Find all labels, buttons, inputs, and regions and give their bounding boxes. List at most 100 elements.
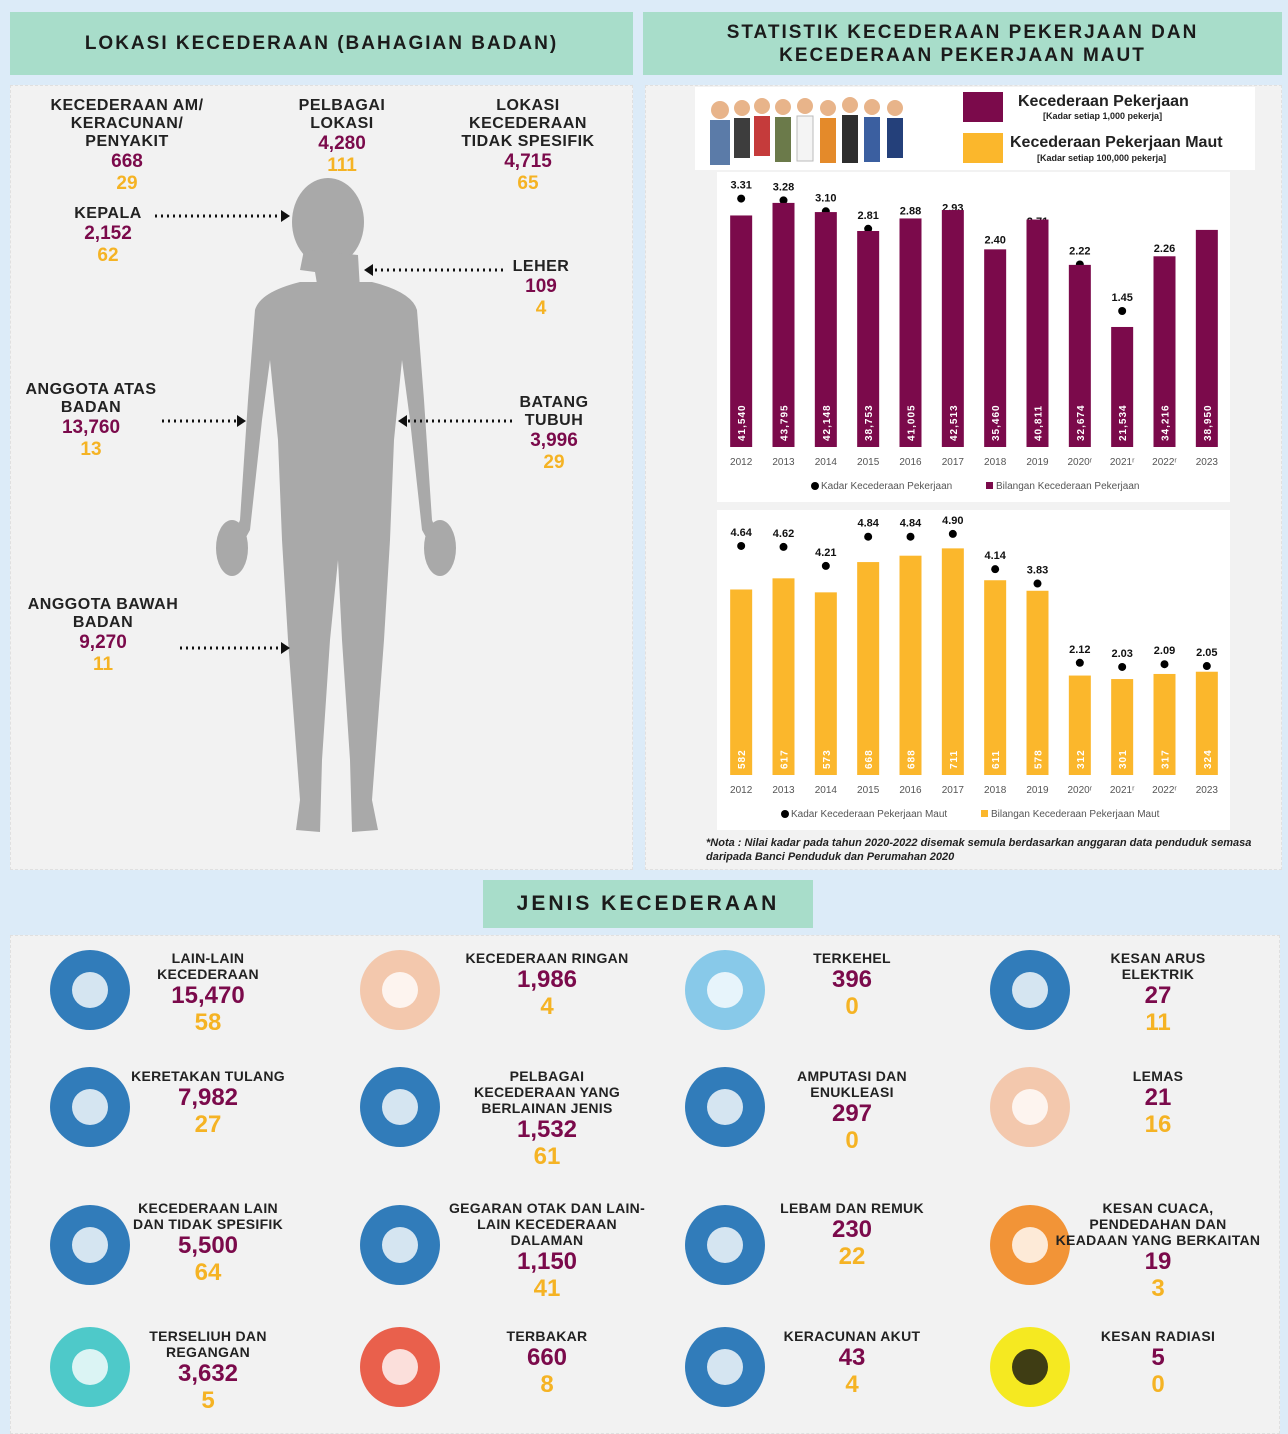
pointer-heads <box>237 210 407 654</box>
body-figure <box>155 178 512 832</box>
injury-type: GEGARAN OTAK DAN LAIN-LAIN KECEDERAAN DA… <box>442 1200 652 1302</box>
rate-dot <box>906 532 915 541</box>
injury-count: 297 <box>831 1100 873 1127</box>
rate-dot <box>1118 662 1127 671</box>
bar <box>984 580 1007 775</box>
x-tick-label: 2020ʳ <box>1068 785 1093 796</box>
bar <box>857 230 880 447</box>
body-location: ANGGOTA ATAS BADAN 13,760 13 <box>21 381 161 461</box>
rate-label: 2.88 <box>900 206 921 218</box>
injury-count: 3,632 <box>177 1360 239 1387</box>
type-label: KECEDERAAN RINGAN <box>465 950 629 966</box>
rate-dot <box>1118 307 1127 315</box>
workers-illustration <box>710 97 903 165</box>
death-count: 5 <box>201 1387 215 1414</box>
x-tick-label: 2014 <box>815 457 838 468</box>
type-label: TERBAKAR <box>506 1328 588 1344</box>
body-location: PELBAGAI LOKASI 4,280 111 <box>287 97 397 177</box>
injury-type: LAIN-LAIN KECEDERAAN 15,470 58 <box>123 950 293 1036</box>
injury-count: 9,270 <box>79 632 127 653</box>
bar-label: 573 <box>822 749 833 769</box>
body-location: LEHER 109 4 <box>496 258 586 320</box>
injury-count: 3,996 <box>530 430 578 451</box>
chart-frame <box>717 172 1230 502</box>
rate-label: 2.22 <box>1069 245 1090 257</box>
injury-type: KECEDERAAN RINGAN 1,986 4 <box>462 950 632 1020</box>
bar-label: 38,753 <box>864 404 875 441</box>
bar-label: 688 <box>907 749 918 769</box>
bar-label: 324 <box>1203 749 1214 769</box>
bar <box>772 202 795 447</box>
rate-label: 2.40 <box>984 235 1005 247</box>
stats-title: STATISTIK KECEDERAAN PEKERJAAN DAN KECED… <box>726 21 1199 66</box>
legend-label: Kadar Kecederaan Pekerjaan Maut <box>791 809 947 820</box>
location-label: ANGGOTA ATAS BADAN <box>25 381 157 416</box>
location-label: PELBAGAI LOKASI <box>298 97 386 132</box>
type-icon-detail <box>1012 972 1048 1008</box>
injury-type: KECEDERAAN LAIN DAN TIDAK SPESIFIK 5,500 6… <box>123 1200 293 1286</box>
injury-count: 2,152 <box>84 223 132 244</box>
injury-count: 109 <box>525 276 557 297</box>
injury-count: 15,470 <box>171 982 245 1009</box>
injury-count: 5 <box>1151 1344 1165 1371</box>
body-location: ANGGOTA BAWAH BADAN 9,270 11 <box>18 596 188 676</box>
death-count: 0 <box>845 993 859 1020</box>
rate-label: 2.03 <box>1111 648 1132 660</box>
bar <box>1026 219 1049 447</box>
injury-type: TERBAKAR 660 8 <box>462 1328 632 1398</box>
bar <box>814 592 837 775</box>
bar-label: 43,795 <box>780 404 791 441</box>
rate-dot <box>821 561 830 570</box>
bar <box>941 210 964 447</box>
death-count: 22 <box>838 1243 866 1270</box>
rate-label: 4.84 <box>900 518 922 530</box>
type-icon-detail <box>72 1227 108 1263</box>
type-icon-detail <box>382 1227 418 1263</box>
legend-sublabel: [Kadar setiap 1,000 pekerja] <box>1043 111 1162 121</box>
death-count: 62 <box>97 245 119 266</box>
death-count: 4 <box>535 298 547 319</box>
rate-label: 3.28 <box>773 181 794 193</box>
bar <box>941 548 964 775</box>
injury-type: AMPUTASI DAN ENUKLEASI 297 0 <box>767 1068 937 1154</box>
bar <box>1111 326 1134 447</box>
legend-marker <box>781 810 789 818</box>
x-tick-label: 2018 <box>984 785 1007 796</box>
x-tick-label: 2017 <box>942 785 965 796</box>
type-icon-detail <box>72 972 108 1008</box>
type-icon-detail <box>382 972 418 1008</box>
type-icon-detail <box>707 972 743 1008</box>
bar-label: 40,811 <box>1034 405 1045 441</box>
chart-frame <box>717 510 1230 830</box>
rate-dot <box>948 529 957 538</box>
legend-swatch <box>963 133 1003 163</box>
rate-dot <box>1202 662 1211 671</box>
type-icon-detail <box>382 1089 418 1125</box>
type-icon-detail <box>382 1349 418 1385</box>
bar <box>1153 673 1176 775</box>
rate-dot <box>991 565 1000 574</box>
bar <box>899 218 922 447</box>
injury-type: PELBAGAI KECEDERAAN YANG BERLAINAN JENIS… <box>462 1068 632 1170</box>
x-tick-label: 2022ʳ <box>1152 785 1177 796</box>
rate-dot <box>864 224 873 233</box>
type-label: LEMAS <box>1132 1068 1184 1084</box>
rate-label: 2.26 <box>1154 243 1175 255</box>
bar-label: 41,005 <box>907 404 918 441</box>
bar-label: 42,513 <box>949 404 960 441</box>
death-count: 64 <box>194 1259 222 1286</box>
death-count: 0 <box>1151 1371 1165 1398</box>
injury-count: 1,986 <box>516 966 578 993</box>
death-count: 41 <box>533 1275 561 1302</box>
location-label: LEHER <box>512 258 570 275</box>
x-tick-label: 2013 <box>772 785 795 796</box>
types-panel <box>10 935 1280 1434</box>
rate-dot <box>737 194 746 203</box>
injury-count: 27 <box>1144 982 1172 1009</box>
injury-count: 668 <box>111 151 143 172</box>
type-icon-detail <box>1012 1349 1048 1385</box>
x-tick-label: 2015 <box>857 457 880 468</box>
injury-count: 21 <box>1144 1084 1172 1111</box>
type-icon-detail <box>72 1089 108 1125</box>
